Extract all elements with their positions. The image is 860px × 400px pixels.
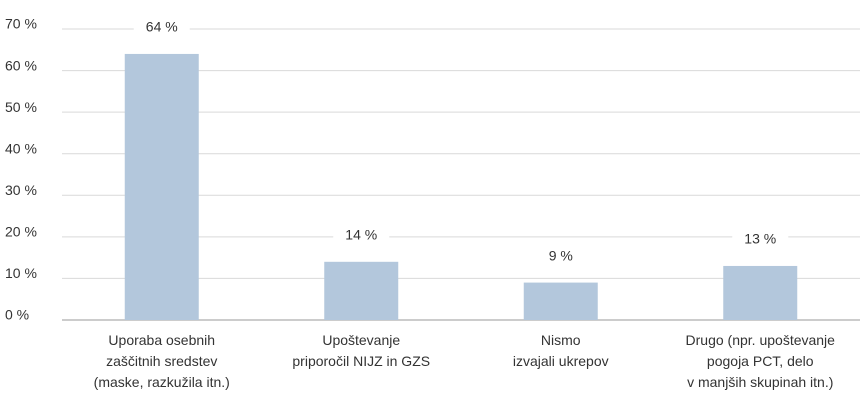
bar: [124, 53, 199, 320]
y-tick-label: 60 %: [5, 57, 37, 73]
data-label-bg: [133, 15, 190, 40]
y-tick-label: 30 %: [5, 182, 37, 198]
y-tick-label: 70 %: [5, 16, 37, 32]
data-label: 13 %: [744, 231, 776, 247]
y-tick-label: 0 %: [5, 307, 29, 323]
data-label: 64 %: [146, 19, 178, 35]
x-tick-label: Uporaba osebnih zaščitnih sredstev (maske,…: [94, 332, 230, 390]
data-label: 14 %: [345, 227, 377, 243]
x-tick-label: Nismo izvajali ukrepov: [513, 332, 609, 369]
data-label: 9 %: [549, 247, 573, 263]
y-tick-label: 40 %: [5, 140, 37, 156]
y-tick-label: 50 %: [5, 99, 37, 115]
data-label-bg: [732, 227, 789, 252]
y-tick-label: 20 %: [5, 224, 37, 240]
bar: [723, 265, 798, 320]
x-tick-label: Upoštevanje priporočil NIJZ in GZS: [292, 332, 430, 369]
bar: [324, 261, 399, 320]
y-tick-label: 10 %: [5, 265, 37, 281]
data-label-bg: [532, 244, 589, 269]
bar: [523, 282, 598, 320]
x-tick-label: Drugo (npr. upoštevanje pogoja PCT, delo v…: [686, 332, 836, 390]
data-label-bg: [333, 223, 390, 248]
